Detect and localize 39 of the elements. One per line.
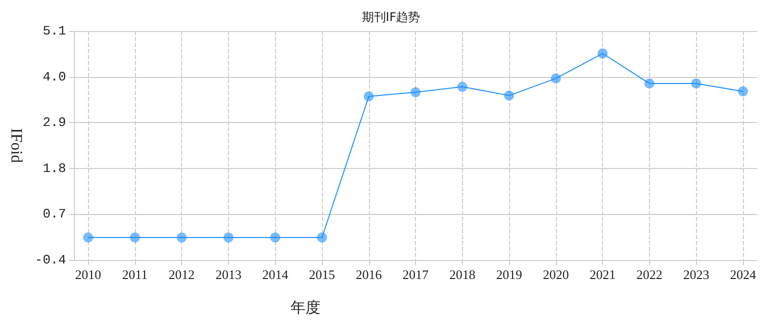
point: [270, 232, 280, 243]
x-tick-label: 2015: [309, 267, 336, 282]
x-tick-label: 2011: [122, 267, 148, 282]
point: [130, 232, 140, 243]
x-tick-label: 2020: [542, 267, 569, 282]
chart-title: 期刊IF趋势: [362, 10, 420, 24]
point: [176, 232, 187, 243]
x-tick-label: 2023: [683, 267, 710, 282]
x-tick-label: 2018: [449, 267, 476, 282]
y-tick-label: 2.9: [42, 115, 66, 130]
point: [691, 78, 702, 88]
x-tick-label: 2016: [356, 267, 382, 282]
y-tick-label: 4.0: [42, 69, 66, 84]
y-tick-label: -0.4: [34, 252, 66, 268]
point: [644, 78, 654, 88]
point: [457, 82, 468, 92]
x-tick-label: 2024: [730, 267, 756, 282]
x-tick-label: 2017: [402, 267, 430, 282]
point: [364, 91, 374, 102]
x-tick-label: 2013: [215, 267, 242, 282]
point: [550, 73, 561, 84]
x-tick-label: 2010: [75, 267, 102, 282]
x-tick-label: 2022: [636, 267, 662, 282]
point: [504, 90, 514, 101]
x-tick-label: 2019: [496, 267, 522, 282]
y-tick-label: 5.1: [42, 24, 66, 38]
point: [410, 87, 421, 98]
point: [738, 86, 748, 96]
y-axis-title: IFoid: [8, 128, 24, 163]
x-axis-title: 年度: [290, 298, 321, 316]
point: [223, 232, 234, 243]
x-tick-label: 2014: [262, 267, 289, 282]
y-tick-label: 1.8: [42, 160, 66, 176]
x-tick-label: 2021: [590, 267, 616, 282]
x-tick-label: 2012: [168, 267, 195, 282]
point: [598, 48, 608, 58]
point: [317, 232, 328, 243]
y-tick-label: 0.7: [42, 206, 66, 222]
point: [83, 232, 94, 243]
